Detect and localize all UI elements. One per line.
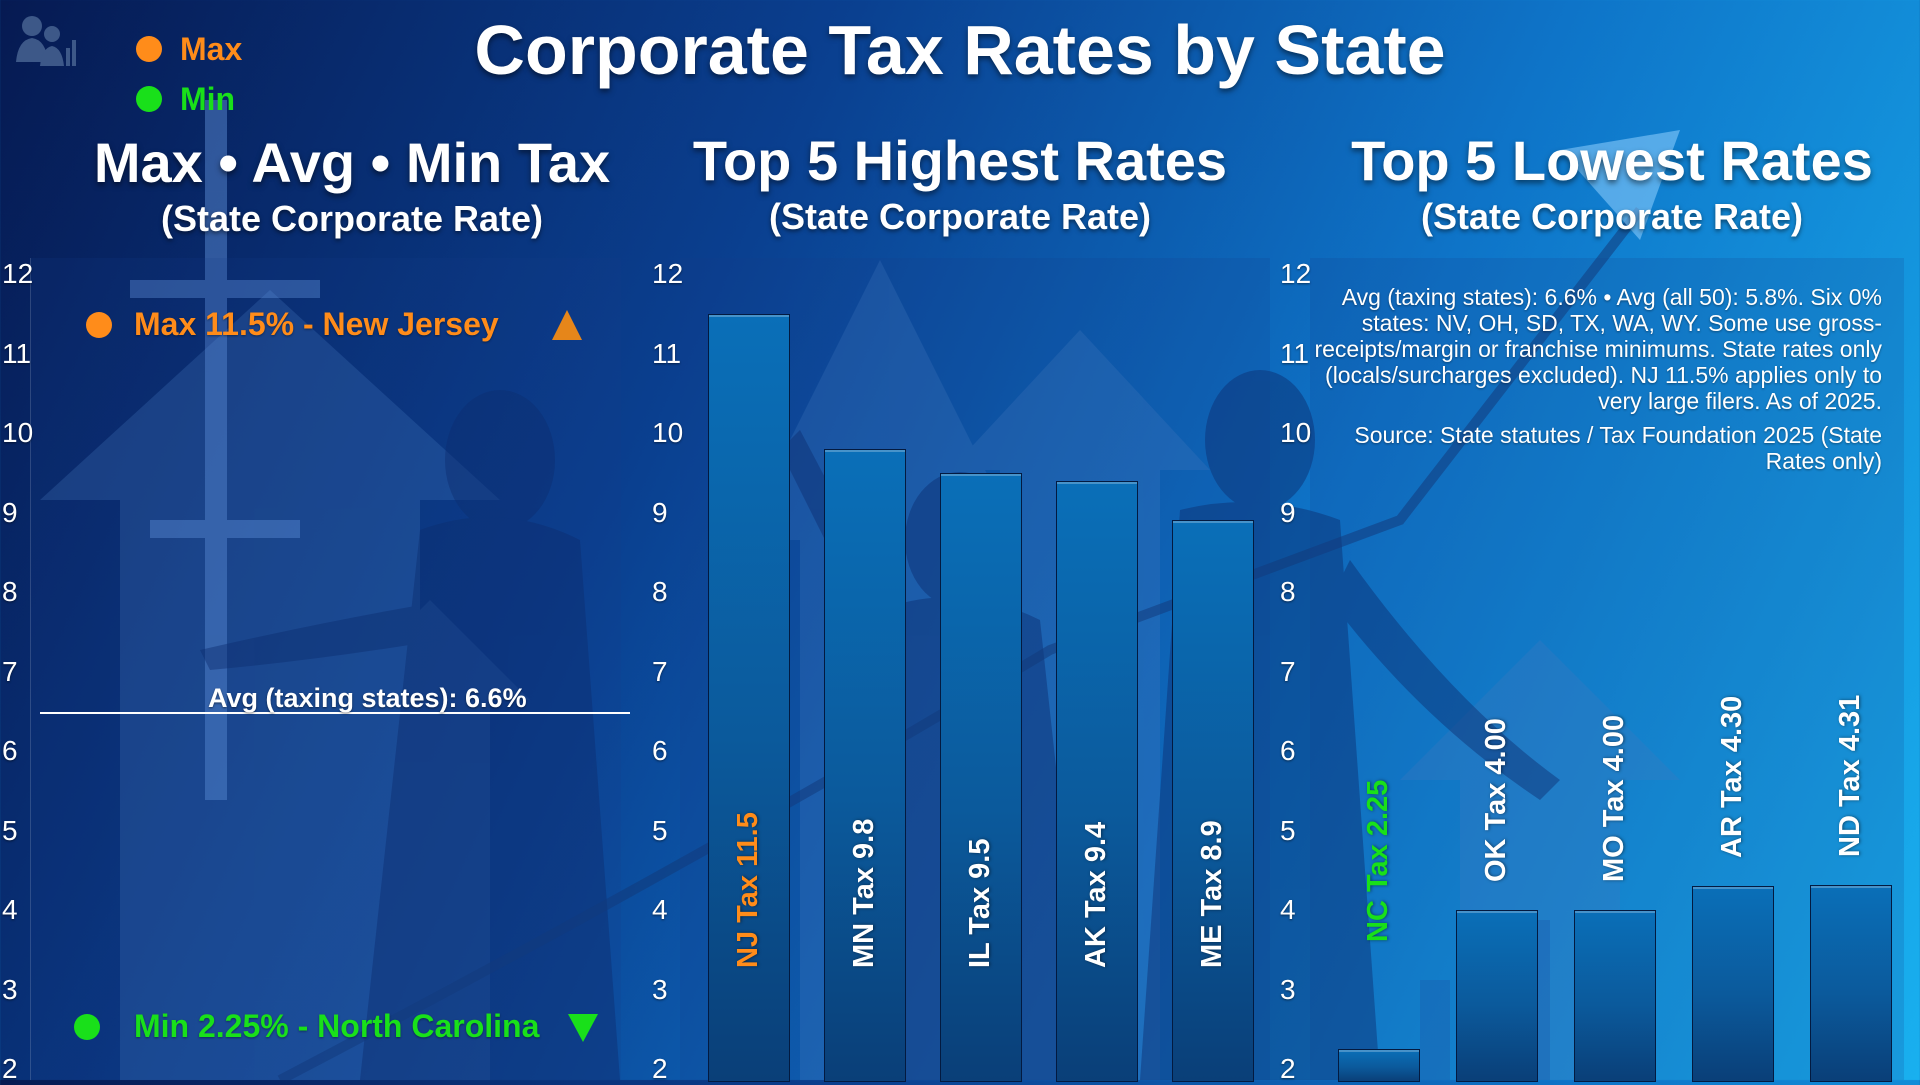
down-triangle-icon [568,1014,598,1042]
up-triangle-icon [552,310,582,340]
middle-y-tick-12: 12 [652,258,684,289]
legend-min: Min [136,76,242,122]
middle-y-tick-11: 11 [652,337,682,369]
right-bar-nd [1810,885,1892,1082]
left-y-tick-3: 3 [2,973,18,1005]
right-bar-label-ar: AR Tax 4.30 [1716,695,1748,859]
right-bar-mo [1574,910,1656,1082]
left-panel-subtitle: (State Corporate Rate) [160,198,544,239]
right-y-tick-4: 4 [1280,894,1296,925]
right-y-tick-8: 8 [1280,576,1296,607]
right-y-tick-9: 9 [1280,496,1296,528]
middle-y-tick-9: 9 [652,496,668,528]
left-y-tick-12: 12 [2,258,34,289]
max-label: Max 11.5% - New Jersey [134,306,499,342]
right-y-tick-12: 12 [1280,258,1312,289]
middle-bar-nj [708,313,790,1082]
middle-bar-il [940,472,1022,1082]
left-y-tick-5: 5 [2,814,18,846]
right-y-tick-11: 11 [1280,337,1310,369]
middle-y-tick-8: 8 [652,576,668,607]
right-y-tick-7: 7 [1280,655,1296,687]
page-title: Corporate Tax Rates by State [474,11,1446,89]
middle-y-tick-6: 6 [652,735,668,766]
middle-y-tick-4: 4 [652,894,668,925]
legend-min-label: Min [180,80,236,117]
right-y-tick-3: 3 [1280,973,1296,1005]
legend-max-label: Max [180,30,243,67]
middle-bar-mn [824,448,906,1082]
left-y-tick-8: 8 [2,576,18,607]
right-bar-ar [1692,886,1774,1082]
right-bar-label-nd: ND Tax 4.31 [1834,695,1866,858]
middle-bar-label-me: ME Tax 8.9 [1196,820,1228,968]
middle-bar-label-il: IL Tax 9.5 [964,838,996,969]
left-y-tick-9: 9 [2,496,18,528]
avg-line [40,712,630,714]
right-bar-label-nc: NC Tax 2.25 [1362,779,1394,942]
right-bar-label-ok: OK Tax 4.00 [1480,718,1512,882]
legend: Max Min [136,26,242,122]
left-plot-area [30,258,621,1080]
min-label: Min 2.25% - North Carolina [134,1008,540,1044]
middle-bar-me [1172,520,1254,1082]
middle-y-tick-7: 7 [652,655,668,687]
middle-bar-ak [1056,480,1138,1082]
right-panel-title: Top 5 Lowest Rates [1351,129,1873,192]
right-y-tick-10: 10 [1280,417,1312,448]
left-y-tick-11: 11 [2,337,32,369]
middle-y-tick-3: 3 [652,973,668,1005]
legend-min-dot [136,86,162,112]
avg-label: Avg (taxing states): 6.6% [208,683,527,713]
min-marker-dot [74,1014,100,1040]
left-panel-title: Max • Avg • Min Tax [93,131,611,194]
right-bar-ok [1456,910,1538,1082]
middle-y-tick-5: 5 [652,814,668,846]
legend-max-dot [136,36,162,62]
right-y-tick-2: 2 [1280,1053,1296,1084]
left-y-tick-4: 4 [2,894,18,925]
left-y-tick-6: 6 [2,735,18,766]
right-bar-label-mo: MO Tax 4.00 [1598,714,1630,882]
notes-text: Avg (taxing states): 6.6% • Avg (all 50)… [1314,284,1882,414]
right-panel-subtitle: (State Corporate Rate) [1420,196,1804,237]
middle-bar-label-nj: NJ Tax 11.5 [732,812,764,968]
max-marker-dot [86,312,112,338]
middle-bar-label-ak: AK Tax 9.4 [1080,821,1112,968]
right-bar-nc [1338,1049,1420,1082]
right-y-tick-5: 5 [1280,814,1296,846]
left-y-tick-10: 10 [2,417,34,448]
notes-source: Source: State statutes / Tax Foundation … [1354,422,1882,474]
middle-panel-title: Top 5 Highest Rates [692,129,1228,192]
middle-y-tick-10: 10 [652,417,684,448]
right-y-tick-6: 6 [1280,735,1296,766]
middle-y-tick-2: 2 [652,1053,668,1084]
middle-bar-label-mn: MN Tax 9.8 [848,818,880,968]
middle-panel-subtitle: (State Corporate Rate) [768,196,1152,237]
people-chart-icon [16,16,76,66]
left-y-tick-2: 2 [2,1053,18,1084]
left-y-tick-7: 7 [2,655,18,687]
notes-box: Avg (taxing states): 6.6% • Avg (all 50)… [1302,284,1882,482]
legend-max: Max [136,26,242,72]
